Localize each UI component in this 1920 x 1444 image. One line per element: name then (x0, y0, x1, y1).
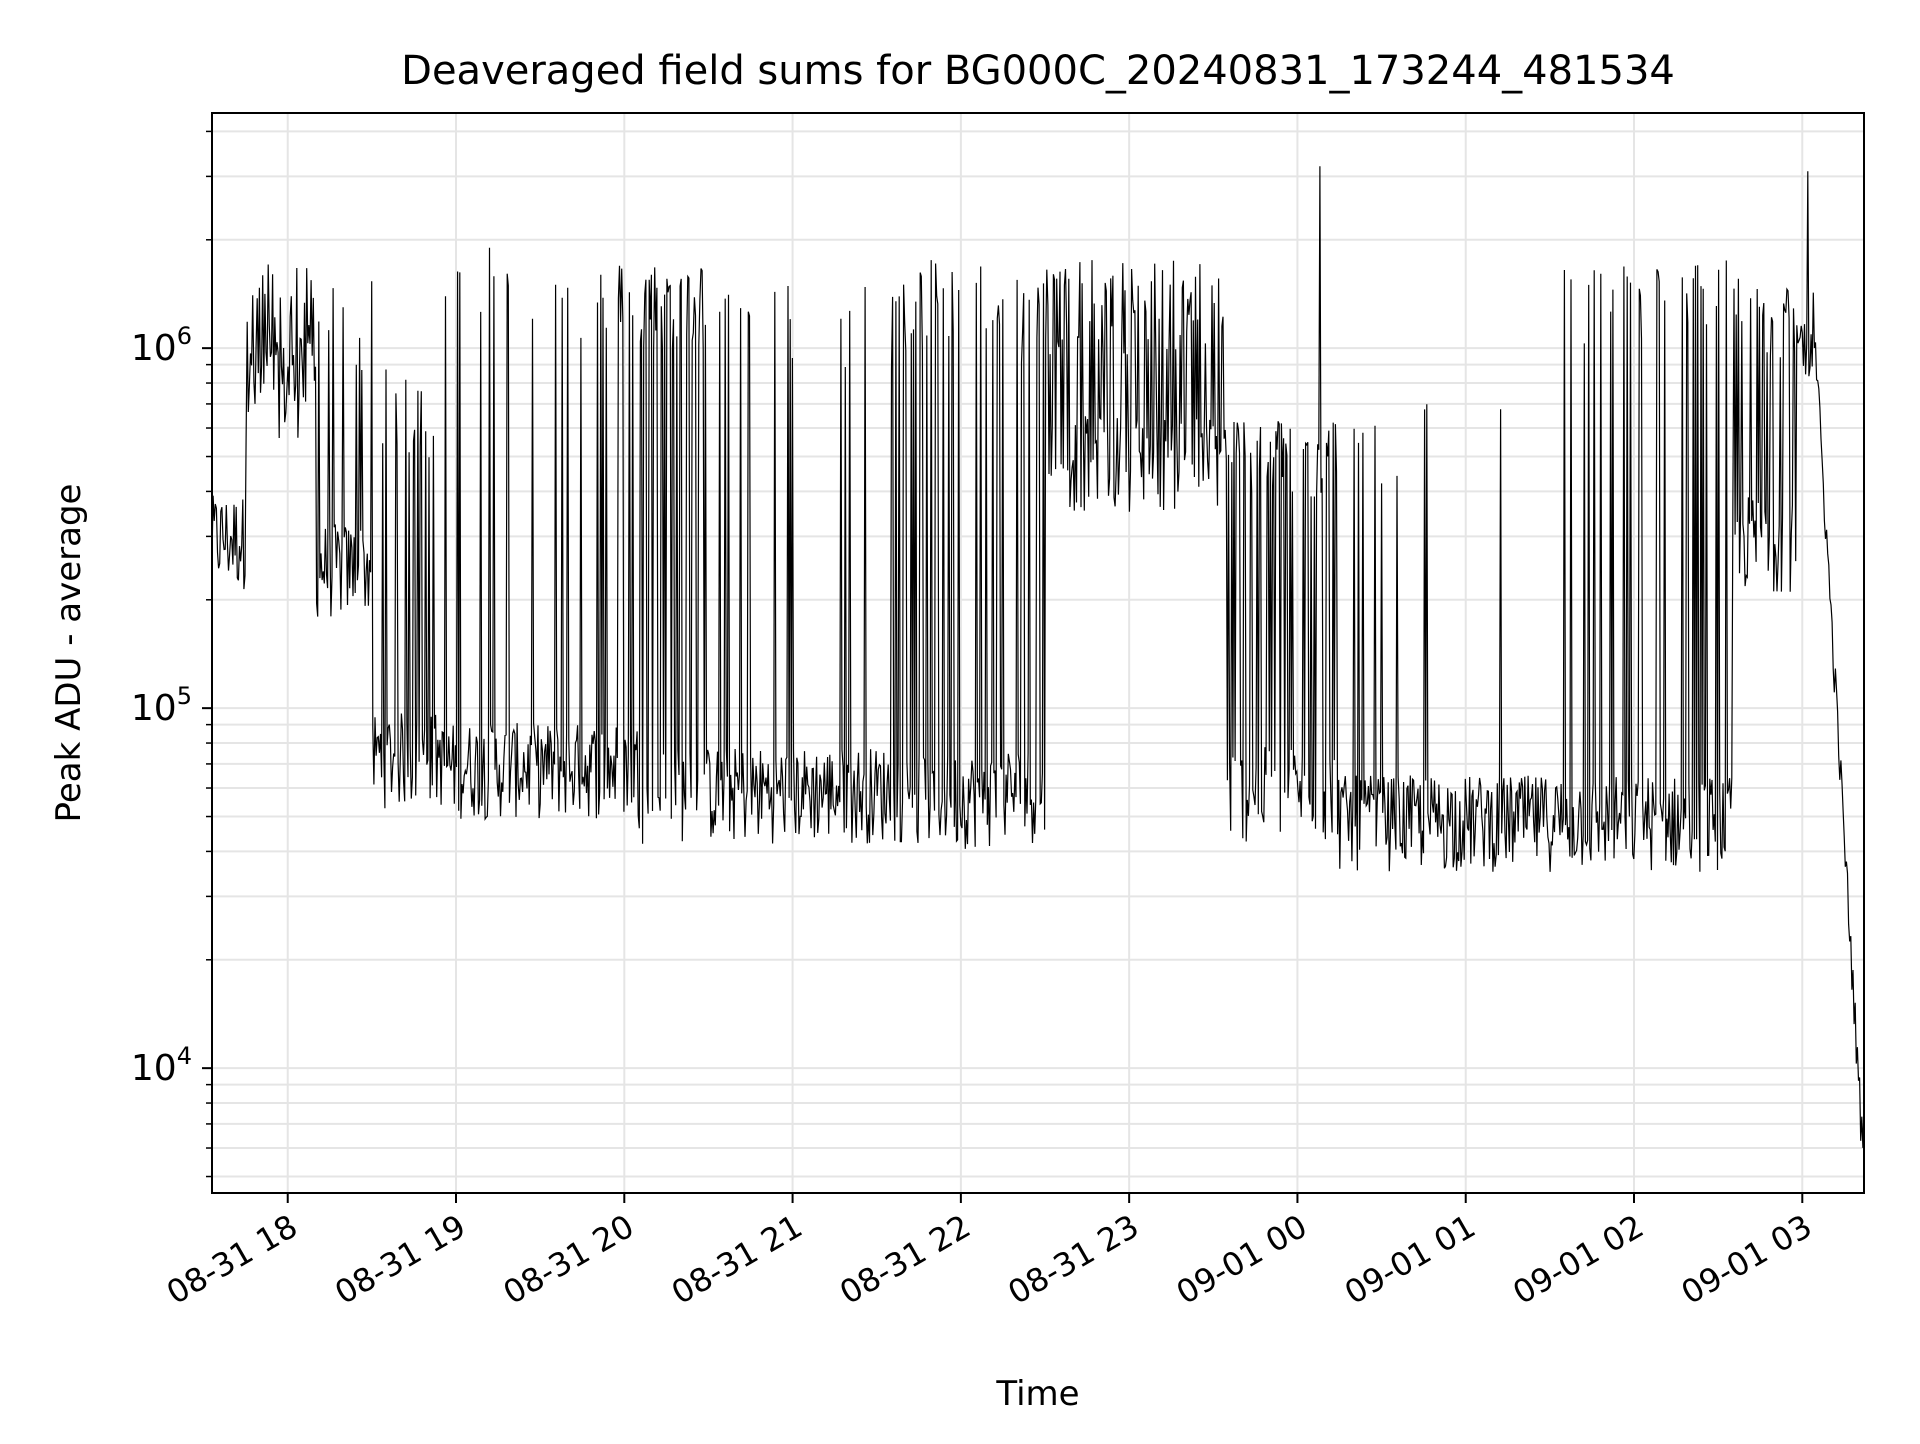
chart-title: Deaveraged field sums for BG000C_2024083… (401, 48, 1675, 94)
y-tick-label: 105 (131, 682, 192, 729)
y-tick-label: 106 (131, 322, 192, 369)
y-tick-label: 104 (131, 1042, 192, 1089)
grid-layer (212, 113, 1864, 1193)
y-axis-label: Peak ADU - average (49, 484, 89, 823)
series-layer (211, 166, 1865, 1148)
plot-frame (211, 112, 1865, 1194)
series-line (211, 166, 1865, 1148)
x-axis-label: Time (995, 1374, 1079, 1414)
